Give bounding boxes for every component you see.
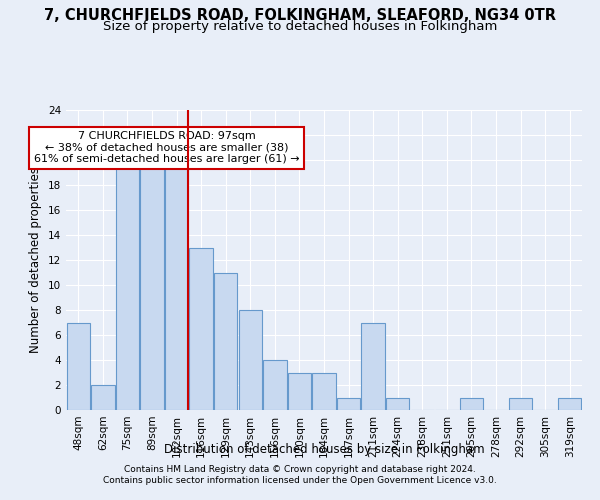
Bar	[190, 248, 213, 410]
Bar	[116, 160, 139, 410]
Bar	[361, 322, 385, 410]
Bar	[165, 160, 188, 410]
Bar	[313, 372, 335, 410]
Text: 7, CHURCHFIELDS ROAD, FOLKINGHAM, SLEAFORD, NG34 0TR: 7, CHURCHFIELDS ROAD, FOLKINGHAM, SLEAFO…	[44, 8, 556, 22]
Bar	[288, 372, 311, 410]
Text: Size of property relative to detached houses in Folkingham: Size of property relative to detached ho…	[103, 20, 497, 33]
Bar	[140, 160, 164, 410]
Bar	[214, 272, 238, 410]
Bar	[91, 385, 115, 410]
Bar	[509, 398, 532, 410]
Bar	[558, 398, 581, 410]
Bar	[239, 310, 262, 410]
Bar	[386, 398, 409, 410]
Y-axis label: Number of detached properties: Number of detached properties	[29, 167, 43, 353]
Bar	[263, 360, 287, 410]
Bar	[337, 398, 360, 410]
Text: Contains HM Land Registry data © Crown copyright and database right 2024.: Contains HM Land Registry data © Crown c…	[124, 465, 476, 474]
Bar	[460, 398, 483, 410]
Bar	[67, 322, 90, 410]
Text: Contains public sector information licensed under the Open Government Licence v3: Contains public sector information licen…	[103, 476, 497, 485]
Text: Distribution of detached houses by size in Folkingham: Distribution of detached houses by size …	[164, 442, 484, 456]
Text: 7 CHURCHFIELDS ROAD: 97sqm
← 38% of detached houses are smaller (38)
61% of semi: 7 CHURCHFIELDS ROAD: 97sqm ← 38% of deta…	[34, 131, 299, 164]
